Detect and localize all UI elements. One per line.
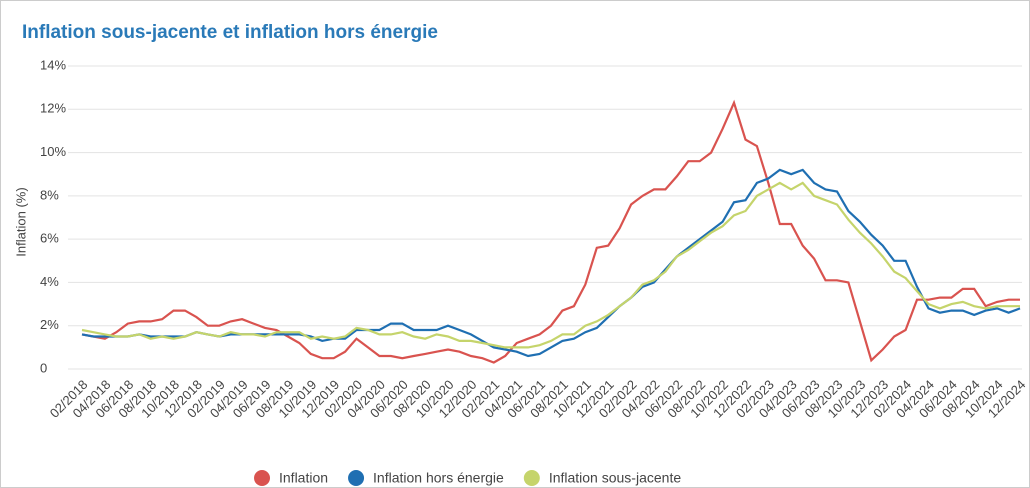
y-tick-label: 8% <box>40 187 59 202</box>
legend-label: Inflation sous-jacente <box>549 470 682 486</box>
legend-label: Inflation hors énergie <box>373 470 504 486</box>
y-tick-label: 14% <box>40 57 66 72</box>
series-line <box>81 99 1020 364</box>
legend-marker <box>348 470 365 486</box>
y-tick-label: 12% <box>40 101 66 116</box>
y-tick-label: 6% <box>40 231 59 246</box>
y-tick-label: 2% <box>40 317 59 332</box>
chart-title: Inflation sous-jacente et inflation hors… <box>22 22 438 43</box>
y-tick-label: 0 <box>40 360 47 375</box>
legend-label: Inflation <box>279 470 328 486</box>
series-line <box>81 181 1020 349</box>
y-axis-label: Inflation (%) <box>13 187 28 256</box>
y-tick-label: 4% <box>40 274 59 289</box>
legend-marker <box>523 470 540 486</box>
legend-marker <box>254 470 270 486</box>
y-tick-label: 10% <box>40 144 66 159</box>
